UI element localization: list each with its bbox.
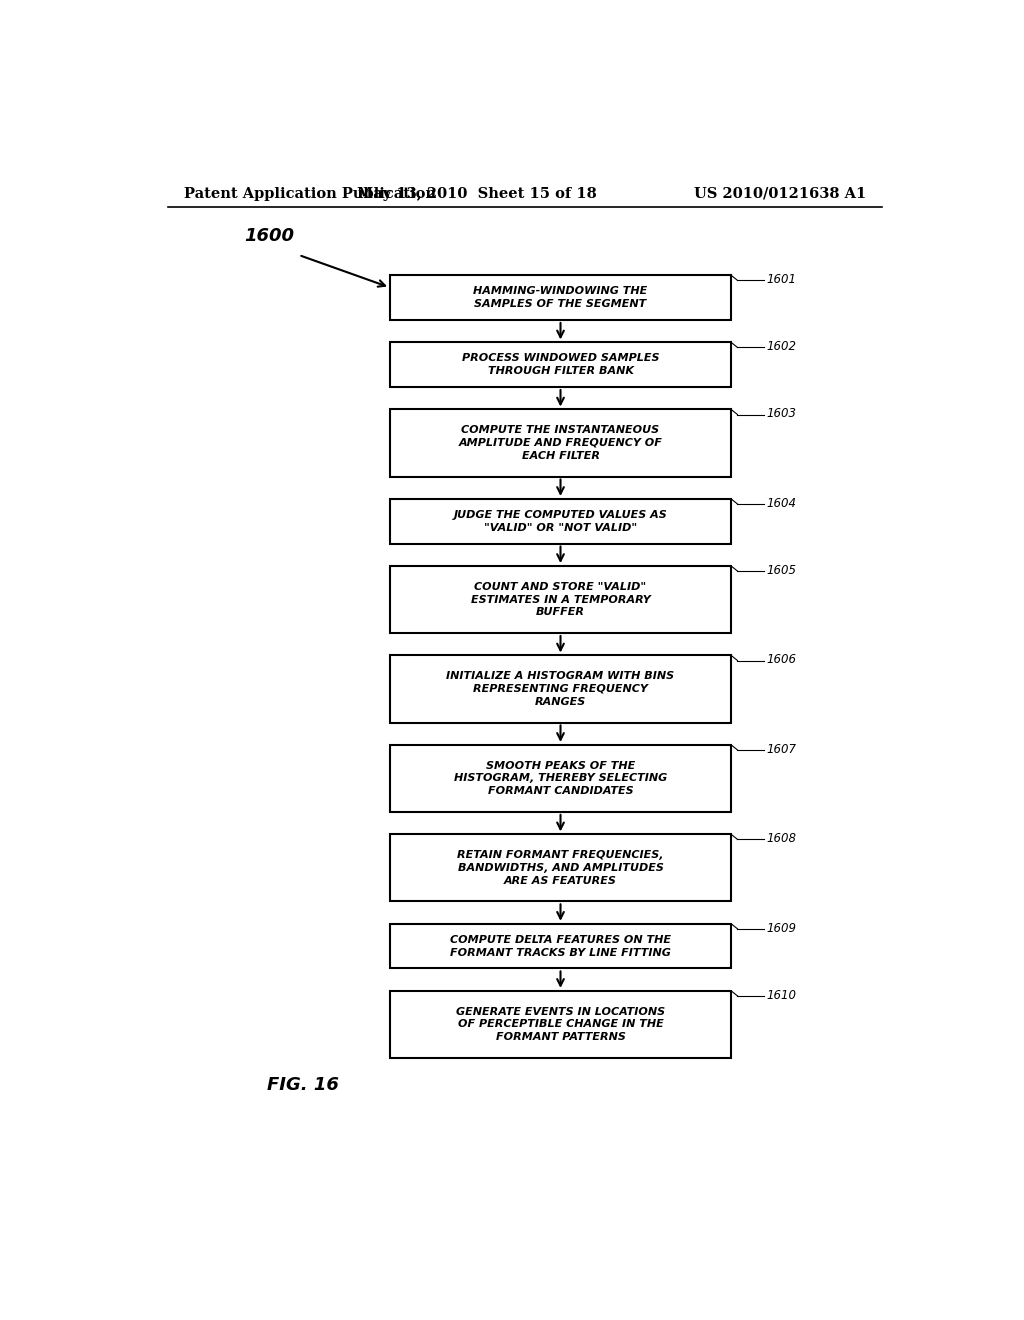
Text: US 2010/0121638 A1: US 2010/0121638 A1 bbox=[694, 187, 866, 201]
Text: FIG. 16: FIG. 16 bbox=[267, 1076, 339, 1094]
Bar bbox=[390, 924, 731, 969]
Text: 1605: 1605 bbox=[767, 564, 797, 577]
Bar bbox=[390, 744, 731, 812]
Text: 1602: 1602 bbox=[767, 341, 797, 354]
Text: 1610: 1610 bbox=[767, 989, 797, 1002]
Text: May 13, 2010  Sheet 15 of 18: May 13, 2010 Sheet 15 of 18 bbox=[357, 187, 597, 201]
Text: 1607: 1607 bbox=[767, 743, 797, 756]
Bar bbox=[390, 566, 731, 634]
Text: 1601: 1601 bbox=[767, 273, 797, 286]
Text: COUNT AND STORE "VALID"
ESTIMATES IN A TEMPORARY
BUFFER: COUNT AND STORE "VALID" ESTIMATES IN A T… bbox=[471, 582, 650, 618]
Bar bbox=[390, 276, 731, 319]
Bar bbox=[390, 991, 731, 1057]
Text: SMOOTH PEAKS OF THE
HISTOGRAM, THEREBY SELECTING
FORMANT CANDIDATES: SMOOTH PEAKS OF THE HISTOGRAM, THEREBY S… bbox=[454, 760, 668, 796]
Text: 1608: 1608 bbox=[767, 833, 797, 845]
Text: Patent Application Publication: Patent Application Publication bbox=[183, 187, 435, 201]
Bar bbox=[390, 834, 731, 902]
Text: 1609: 1609 bbox=[767, 921, 797, 935]
Text: RETAIN FORMANT FREQUENCIES,
BANDWIDTHS, AND AMPLITUDES
ARE AS FEATURES: RETAIN FORMANT FREQUENCIES, BANDWIDTHS, … bbox=[458, 850, 664, 886]
Text: 1606: 1606 bbox=[767, 653, 797, 667]
Bar bbox=[390, 499, 731, 544]
Bar bbox=[390, 656, 731, 722]
Text: INITIALIZE A HISTOGRAM WITH BINS
REPRESENTING FREQUENCY
RANGES: INITIALIZE A HISTOGRAM WITH BINS REPRESE… bbox=[446, 671, 675, 706]
Text: JUDGE THE COMPUTED VALUES AS
"VALID" OR "NOT VALID": JUDGE THE COMPUTED VALUES AS "VALID" OR … bbox=[454, 510, 668, 533]
Text: COMPUTE THE INSTANTANEOUS
AMPLITUDE AND FREQUENCY OF
EACH FILTER: COMPUTE THE INSTANTANEOUS AMPLITUDE AND … bbox=[459, 425, 663, 461]
Text: HAMMING-WINDOWING THE
SAMPLES OF THE SEGMENT: HAMMING-WINDOWING THE SAMPLES OF THE SEG… bbox=[473, 286, 647, 309]
Text: PROCESS WINDOWED SAMPLES
THROUGH FILTER BANK: PROCESS WINDOWED SAMPLES THROUGH FILTER … bbox=[462, 354, 659, 376]
Text: 1604: 1604 bbox=[767, 496, 797, 510]
Text: GENERATE EVENTS IN LOCATIONS
OF PERCEPTIBLE CHANGE IN THE
FORMANT PATTERNS: GENERATE EVENTS IN LOCATIONS OF PERCEPTI… bbox=[456, 1007, 665, 1043]
Text: COMPUTE DELTA FEATURES ON THE
FORMANT TRACKS BY LINE FITTING: COMPUTE DELTA FEATURES ON THE FORMANT TR… bbox=[450, 935, 671, 957]
Text: 1603: 1603 bbox=[767, 408, 797, 420]
Text: 1600: 1600 bbox=[245, 227, 295, 244]
Bar bbox=[390, 342, 731, 387]
Bar bbox=[390, 409, 731, 477]
